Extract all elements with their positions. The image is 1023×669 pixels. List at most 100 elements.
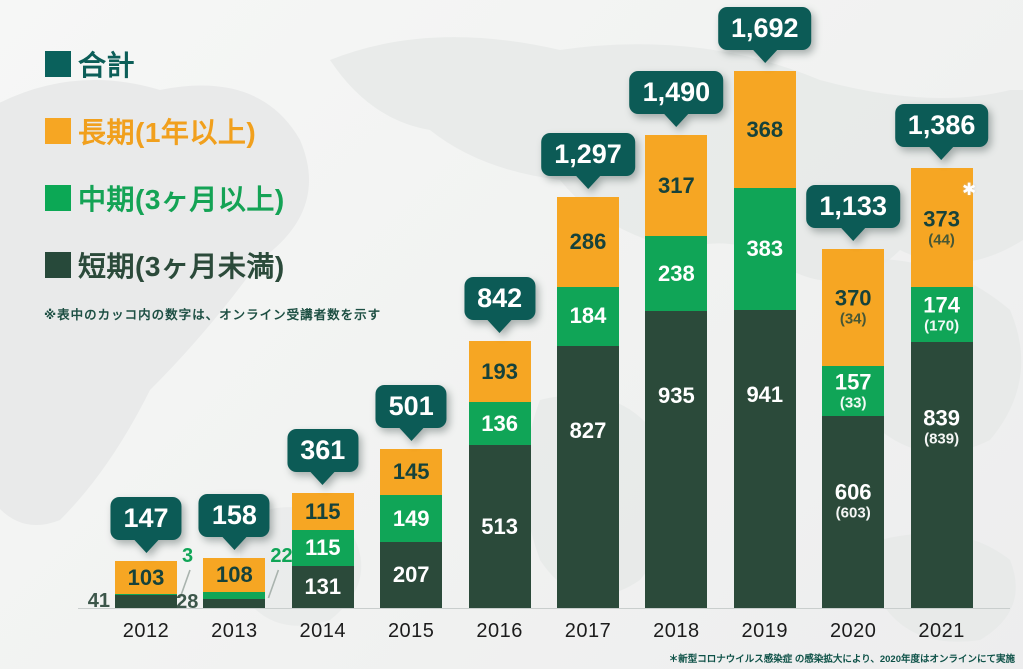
total-value-2015: 501 [375, 385, 447, 429]
bar-segment-2014-0 [291, 566, 354, 608]
segment-value-2017-2: 286 [569, 228, 607, 254]
bar-segment-2021-1 [910, 286, 973, 342]
segment-value-2021-0: 839 (839) [923, 405, 960, 448]
bar-segment-2020-0 [822, 415, 885, 608]
year-label-2015: 2015 [387, 620, 435, 642]
bubble-tail-icon [575, 175, 600, 189]
total-value-2013: 158 [198, 493, 270, 537]
year-label-2018: 2018 [653, 620, 700, 642]
legend-item-1: 長期(1年以上) [45, 111, 285, 151]
bubble-tail-icon [664, 114, 689, 128]
segment-value-outside-2012-0: 41 [87, 590, 110, 613]
year-label-2017: 2017 [564, 620, 612, 642]
segment-value-2016-2: 193 [481, 358, 518, 384]
year-label-2021: 2021 [918, 620, 965, 642]
bar-segment-2019-1 [733, 188, 796, 310]
total-value-2012: 147 [110, 497, 182, 541]
segment-value-outside-2013-1: 22 [270, 545, 293, 567]
total-value-2016: 842 [464, 276, 536, 320]
bar-segment-2017-2 [557, 196, 619, 288]
year-label-2014: 2014 [299, 620, 347, 642]
bar-segment-2013-0 [203, 599, 266, 608]
bar-segment-2016-1 [468, 402, 531, 446]
segment-value-2015-2: 145 [392, 459, 430, 485]
x-axis-line [78, 608, 1010, 609]
total-bubble-2015: 501 [375, 385, 447, 442]
total-bubble-2021: 1,386 [894, 104, 989, 161]
legend-label: 短期(3ヶ月未満) [78, 251, 285, 282]
total-value-2021: 1,386 [894, 104, 989, 148]
segment-value-2017-0: 827 [569, 417, 607, 443]
segment-value-2015-1: 149 [392, 505, 430, 531]
total-value-2017: 1,297 [541, 132, 635, 176]
segment-value-2020-1: 157 (33) [834, 369, 872, 412]
segment-value-2021-2: 373 (44) [923, 206, 960, 249]
bubble-tail-icon [929, 147, 954, 161]
segment-value-2014-0: 131 [304, 574, 342, 600]
legend-item-0: 合計 [45, 44, 285, 84]
bar-segment-2018-1 [645, 235, 708, 312]
bar-segment-2013-1 [203, 592, 266, 600]
bubble-tail-icon [487, 319, 512, 333]
total-bubble-2019: 1,692 [718, 7, 812, 64]
total-bubble-2020: 1,133 [806, 184, 900, 241]
bar-segment-2012-0 [115, 594, 177, 608]
bubble-tail-icon [399, 428, 424, 442]
bar-segment-2016-0 [468, 445, 531, 608]
bubble-tail-icon [134, 540, 158, 554]
bar-segment-2013-2 [203, 557, 266, 593]
bar-segment-2021-2 [910, 168, 973, 287]
total-bubble-2017: 1,297 [541, 132, 635, 189]
segment-value-2012-2: 103 [127, 564, 165, 590]
year-label-2012: 2012 [122, 620, 170, 642]
total-value-2020: 1,133 [806, 184, 900, 228]
segment-value-2019-1: 383 [746, 235, 784, 261]
legend-label: 合計 [78, 50, 136, 81]
segment-value-2018-1: 238 [658, 260, 695, 286]
year-label-2013: 2013 [211, 620, 258, 642]
legend-swatch-icon [45, 185, 71, 211]
bubble-tail-icon [310, 472, 335, 486]
bubble-tail-icon [752, 50, 777, 64]
total-bubble-2016: 842 [464, 276, 536, 333]
total-bubble-2014: 361 [287, 429, 359, 486]
bar-segment-2019-0 [733, 309, 796, 608]
legend-swatch-icon [45, 252, 71, 278]
legend-item-2: 中期(3ヶ月以上) [45, 178, 285, 218]
bar-segment-2016-2 [468, 340, 531, 403]
bar-segment-2015-1 [380, 495, 443, 543]
segment-value-2021-1: 174 (170) [923, 292, 960, 335]
segment-value-2014-1: 115 [305, 535, 341, 561]
covid-footnote: ＊新型コロナウイルス感染症 の感染拡大により、2020年度はオンラインにて実施 [668, 654, 1015, 665]
segment-value-2020-2: 370 (34) [834, 285, 872, 328]
segment-value-2016-1: 136 [481, 410, 518, 436]
year-label-2016: 2016 [476, 620, 523, 642]
bubble-tail-icon [841, 227, 866, 241]
segment-value-2013-2: 108 [216, 562, 253, 587]
bar-segment-2020-1 [822, 365, 885, 416]
bar-segment-2015-2 [380, 449, 443, 496]
total-bubble-2012: 147 [110, 497, 182, 554]
bubble-tail-icon [222, 536, 247, 550]
bar-segment-2018-2 [645, 135, 708, 236]
leader-line-2013 [267, 569, 280, 599]
segment-value-2016-0: 513 [481, 513, 518, 539]
legend-swatch-icon [45, 51, 71, 77]
segment-value-2015-0: 207 [392, 562, 430, 588]
segment-value-2019-2: 368 [746, 116, 784, 142]
total-value-2018: 1,490 [629, 71, 724, 115]
bar-segment-2012-2 [115, 561, 177, 595]
online-note: ※表中のカッコ内の数字は、オンライン受講者数を示す [44, 308, 382, 322]
bar-segment-2014-2 [291, 493, 354, 530]
segment-value-2014-2: 115 [305, 498, 341, 524]
total-value-2014: 361 [287, 429, 359, 473]
bar-segment-2020-2 [822, 248, 885, 366]
bar-segment-2015-0 [380, 542, 443, 608]
bar-segment-2012-1 [115, 594, 177, 596]
segment-value-2020-0: 606 (603) [834, 479, 872, 522]
total-bubble-2018: 1,490 [629, 71, 724, 128]
bar-segment-2018-0 [645, 311, 708, 608]
bar-segment-2017-1 [557, 287, 619, 346]
segment-value-2017-1: 184 [569, 303, 607, 329]
